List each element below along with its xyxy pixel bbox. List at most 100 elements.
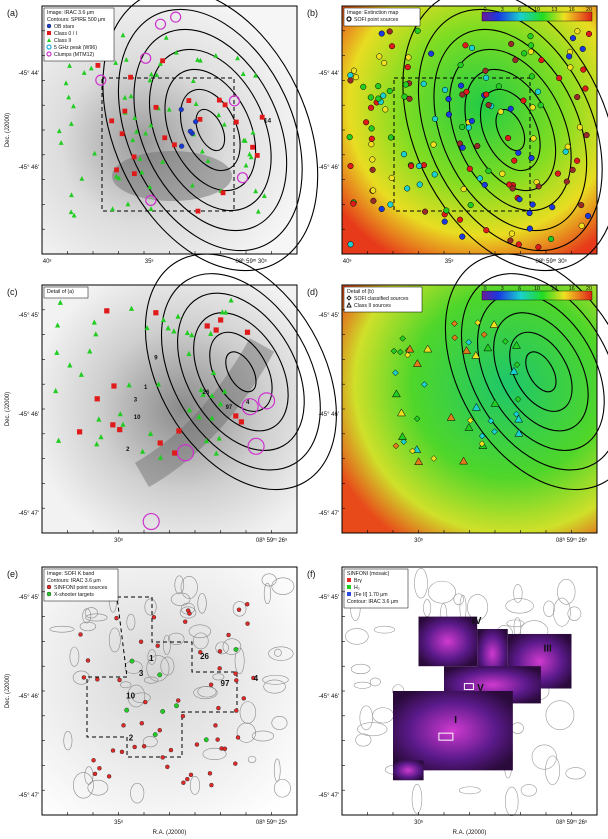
- class-ii-marker: [391, 389, 401, 398]
- sinfoni-source-marker: [222, 746, 228, 751]
- sofi-source-marker: [370, 187, 377, 194]
- class-ii-marker: [166, 106, 172, 112]
- panel-letter: (d): [307, 287, 318, 297]
- class-0-marker: [104, 308, 110, 314]
- class-ii-marker: [130, 137, 136, 143]
- class-ii-marker: [209, 415, 215, 421]
- sinfoni-source-marker: [213, 723, 218, 728]
- class-ii-marker: [471, 402, 481, 411]
- sofi-source-marker: [585, 30, 593, 37]
- class-ii-marker: [243, 162, 249, 168]
- legend-marker: [46, 591, 52, 597]
- clump-marker: [154, 18, 167, 30]
- sofi-source-marker: [387, 201, 394, 208]
- sofi-source-marker: [574, 157, 581, 164]
- sofi-classified-marker: [451, 320, 458, 327]
- class-ii-marker: [190, 182, 195, 188]
- sofi-source-marker: [529, 104, 536, 111]
- contour-line: [188, 624, 212, 639]
- contour-line: [373, 625, 396, 634]
- contour-line: [459, 786, 481, 795]
- contour-line: [545, 700, 575, 730]
- legend-text: Detail of (a): [47, 289, 74, 295]
- sofi-source-marker: [347, 241, 354, 248]
- contour-line: [215, 641, 229, 655]
- class-0-marker: [244, 329, 251, 335]
- class-0-marker: [220, 190, 226, 196]
- sofi-source-marker: [462, 42, 469, 49]
- clump-marker: [241, 398, 259, 416]
- class-ii-marker: [241, 137, 247, 143]
- sofi-classified-marker: [392, 369, 399, 377]
- class-0-marker: [109, 118, 115, 124]
- sofi-source-marker: [530, 135, 537, 142]
- class-ii-marker: [186, 350, 192, 357]
- contour-line: [520, 784, 537, 797]
- sofi-source-marker: [463, 88, 470, 95]
- legend-text: SOFI classified sources: [354, 296, 409, 302]
- sofi-source-marker: [578, 222, 585, 229]
- contour-line: [126, 613, 136, 631]
- class-0-marker: [128, 74, 133, 80]
- sinfoni-source-marker: [181, 780, 186, 785]
- sinfoni-source-marker: [95, 677, 100, 682]
- sofi-source-marker: [378, 205, 385, 213]
- sofi-source-marker: [386, 87, 393, 94]
- class-ii-marker: [462, 346, 471, 354]
- class-ii-marker: [139, 169, 145, 175]
- class-ii-marker: [171, 328, 177, 334]
- sofi-source-marker: [535, 183, 542, 190]
- colorbar-tick-label: 13: [551, 286, 557, 292]
- source-label: 10: [126, 691, 135, 700]
- class-ii-marker: [193, 101, 199, 107]
- detail-box: [393, 77, 531, 212]
- class-ii-marker: [123, 56, 129, 62]
- colorbar-tick-label: 10: [534, 286, 540, 292]
- sofi-source-marker: [578, 202, 585, 209]
- xtick-label: 35ˢ: [145, 259, 154, 265]
- class-ii-marker: [175, 313, 181, 319]
- sofi-source-marker: [400, 151, 408, 158]
- colorbar-tick-label: 3: [501, 286, 504, 292]
- legend-text: Contours: SPIRE 500 μm: [47, 17, 105, 23]
- sofi-source-marker: [569, 166, 576, 173]
- class-ii-marker: [53, 387, 59, 394]
- sofi-source-marker: [405, 54, 412, 61]
- class-0-marker: [195, 208, 201, 214]
- class-0-marker: [250, 144, 256, 150]
- sinfoni-source-marker: [106, 774, 112, 779]
- legend-text: Image: IRAC 3.6 μm: [47, 10, 94, 16]
- contour-line: [127, 684, 146, 708]
- class-0-marker: [111, 383, 117, 389]
- legend-marker: [46, 23, 52, 29]
- colorbar-tick-label: 16: [569, 7, 575, 13]
- sofi-classified-marker: [409, 447, 416, 455]
- ytick-label: -45° 47': [318, 511, 339, 517]
- sofi-source-marker: [370, 197, 377, 204]
- sinfoni-source-marker: [233, 761, 238, 766]
- xtick-label: 08ʰ 59ᵐ 26ˢ: [556, 537, 587, 544]
- sofi-source-marker: [556, 75, 563, 82]
- contour-line: [132, 692, 151, 703]
- legend-text: OB stars: [54, 24, 75, 30]
- contour-line: [144, 253, 337, 491]
- ob-star-marker: [192, 119, 199, 125]
- contour-line: [69, 646, 80, 667]
- contour-line: [543, 600, 555, 617]
- class-0-marker: [218, 317, 224, 323]
- sofi-classified-marker: [513, 361, 521, 369]
- sinfoni-tile: [393, 760, 424, 781]
- sofi-classified-marker: [390, 347, 398, 355]
- sinfoni-source-marker: [85, 658, 91, 663]
- class-ii-marker: [405, 344, 415, 353]
- class-0-marker: [259, 114, 265, 120]
- class-ii-marker: [81, 70, 87, 75]
- sofi-source-marker: [507, 105, 514, 112]
- sofi-classified-marker: [491, 428, 498, 436]
- sofi-source-marker: [414, 27, 421, 34]
- ytick-label: -45° 44': [318, 71, 339, 77]
- sofi-source-marker: [563, 178, 570, 185]
- panel-d: Detail of (b)SOFI classified sourcesClas…: [307, 253, 608, 544]
- sofi-source-marker: [360, 83, 367, 90]
- sofi-classified-marker: [392, 442, 400, 450]
